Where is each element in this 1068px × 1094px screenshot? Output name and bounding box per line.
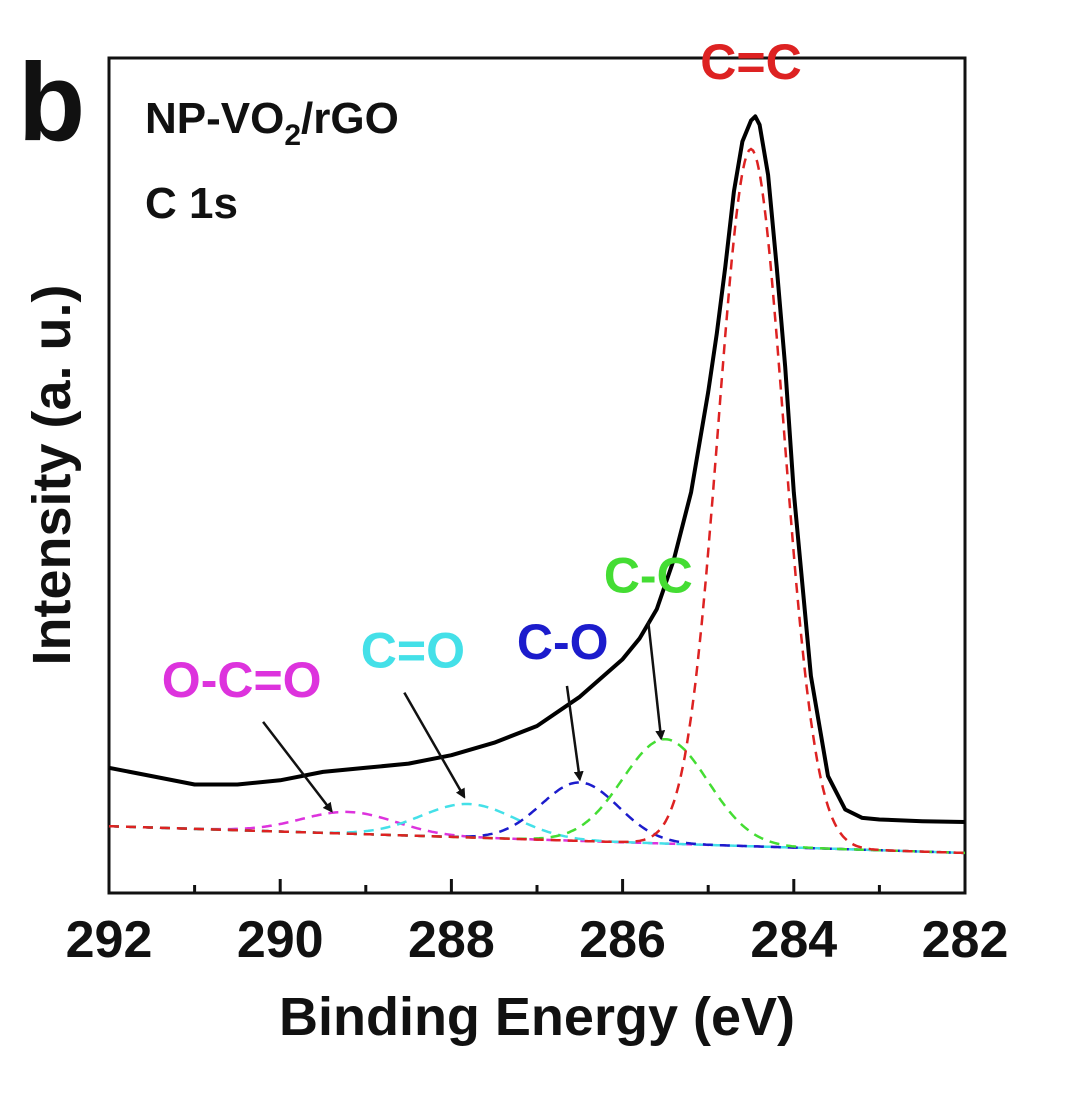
component-c-c — [108, 147, 965, 855]
peak-label-c-o: C=O — [361, 623, 465, 679]
peak-label-c-o: C-O — [517, 614, 609, 670]
fit-components — [108, 147, 965, 855]
x-tick-label-290: 290 — [237, 911, 324, 969]
y-axis-title: Intensity (a. u.) — [22, 284, 82, 665]
measured-line — [108, 114, 966, 824]
x-tick-label-288: 288 — [408, 911, 495, 969]
annotation-arrows — [262, 621, 666, 813]
measured-spectrum — [108, 114, 966, 824]
peak-label-c-c: C=C — [700, 34, 801, 90]
arrow-c-o — [403, 691, 466, 799]
x-axis-title: Binding Energy (eV) — [279, 987, 795, 1047]
sample-suffix: /rGO — [301, 94, 399, 143]
arrow-c-c — [647, 621, 666, 741]
component-o-c-o — [108, 810, 965, 855]
peak-label-o-c-o: O-C=O — [162, 652, 322, 708]
arrow-c-o — [565, 685, 584, 782]
x-tick-label-282: 282 — [922, 911, 1009, 969]
peak-label-c-c: C-C — [604, 547, 693, 603]
arrow-o-c-o — [262, 721, 333, 813]
sample-subscript: 2 — [284, 119, 301, 152]
x-tick-label-284: 284 — [750, 911, 837, 969]
x-tick-label-292: 292 — [66, 911, 153, 969]
x-axis-ticks: 292 290 288 286 284 282 — [66, 879, 1009, 969]
peak-labels: O-C=O C=O C-O C-C C=C — [162, 34, 802, 708]
x-tick-label-286: 286 — [579, 911, 666, 969]
region-label: C 1s — [145, 179, 238, 228]
sample-label: NP-VO2/rGO — [145, 94, 399, 152]
sample-prefix: NP-VO — [145, 94, 284, 143]
panel-letter: b — [18, 41, 85, 164]
